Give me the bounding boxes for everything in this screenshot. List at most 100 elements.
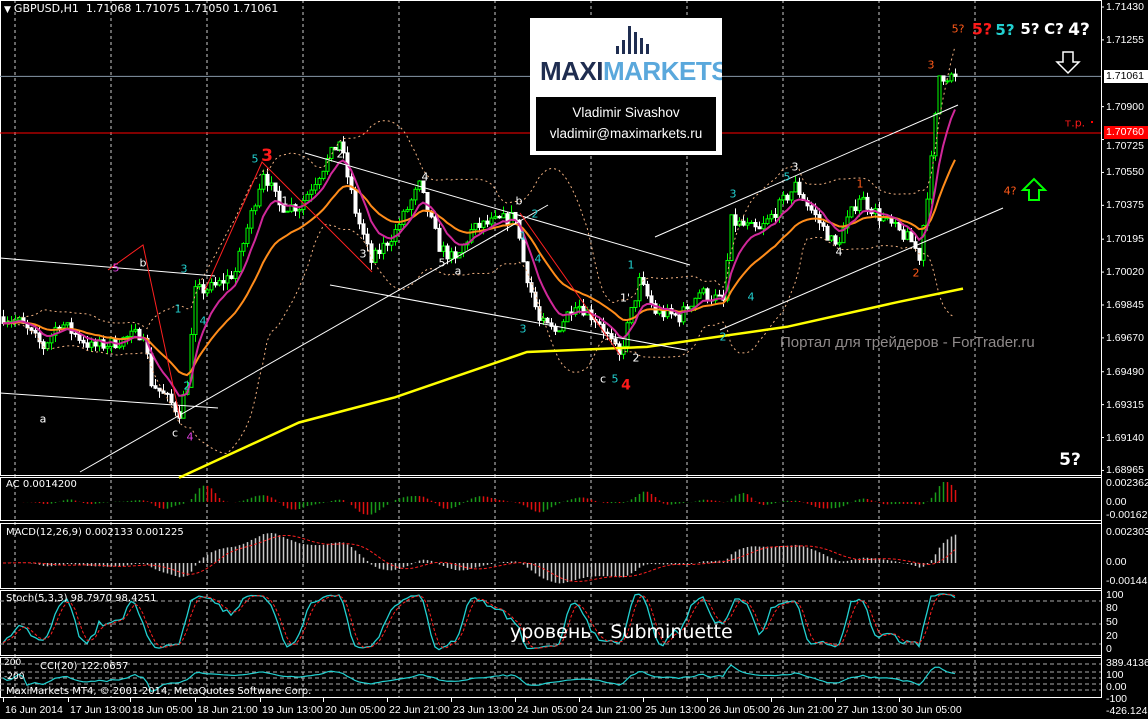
candle-bull	[945, 80, 950, 83]
wave-zigzag	[204, 161, 373, 291]
wave-label: 5?	[1020, 20, 1039, 38]
wave-label: c	[600, 372, 606, 385]
candle-bull	[729, 214, 734, 262]
wave-label: 3	[928, 58, 935, 71]
dropdown-triangle-icon[interactable]: ▼	[4, 5, 11, 15]
wave-label: 1	[282, 194, 289, 207]
time-tick: 16 Jun 2014	[5, 704, 63, 716]
time-tick: 30 Jun 05:00	[901, 704, 962, 716]
wave-label: 5?	[972, 19, 992, 38]
time-tick: 24 Jun 05:00	[517, 704, 578, 716]
candle-bear	[73, 332, 78, 335]
time-tick: 22 Jun 21:00	[389, 704, 450, 716]
wave-zigzag	[107, 244, 181, 419]
candle-bear	[677, 314, 682, 323]
wave-label: 4?	[1004, 184, 1017, 197]
candle-bull	[481, 220, 486, 228]
candle-bear	[433, 216, 438, 229]
price-tick: 1.71255	[1106, 33, 1144, 46]
candle-bull	[117, 345, 122, 349]
bollinger-lower	[2, 223, 956, 455]
low-price: 1.71050	[183, 2, 230, 15]
candle-bull	[237, 250, 242, 273]
candle-bear	[833, 235, 838, 245]
candle-bear	[705, 288, 710, 301]
target-price-label: 1.70760	[1104, 126, 1148, 139]
candle-bear	[445, 245, 450, 260]
candle-bear	[741, 220, 746, 226]
candle-bear	[685, 306, 690, 310]
stoch-axis-80: 80	[1106, 602, 1118, 614]
brand-name: MAXIMARKETS	[540, 56, 722, 87]
candle-bear	[605, 331, 610, 335]
candle-bear	[77, 333, 82, 341]
candle-bear	[953, 73, 958, 77]
stoch-axis-0: 0	[1106, 643, 1112, 655]
candle-bull	[89, 341, 94, 348]
candle-bull	[181, 393, 186, 419]
price-tick: 1.70195	[1106, 233, 1144, 246]
candle-bull	[129, 330, 134, 337]
candle-bear	[93, 341, 98, 347]
candle-bear	[773, 213, 778, 218]
ac-axis-max: 0.0023627	[1106, 477, 1148, 489]
arrow-up-icon	[1020, 177, 1048, 201]
wave-label: 4	[836, 245, 843, 258]
candle-bull	[629, 306, 634, 324]
ac-title: AC 0.0014200	[6, 479, 77, 490]
candle-bull	[793, 181, 798, 193]
wave-label: 5	[612, 372, 619, 385]
candle-bear	[385, 242, 390, 246]
candle-bull	[857, 198, 862, 212]
candle-bull	[65, 322, 70, 326]
trendline	[0, 257, 216, 277]
candle-bear	[673, 313, 678, 316]
stoch-axis-20: 20	[1106, 630, 1118, 642]
arrow-down-icon	[1055, 51, 1081, 75]
chart-header: ▼ GBPUSD,H1 1.71068 1.71075 1.71050 1.710…	[4, 2, 278, 15]
candle-bear	[37, 332, 42, 343]
wave-label: 4	[621, 378, 631, 394]
candle-bear	[785, 194, 790, 201]
candle-bull	[325, 157, 330, 172]
candle-bear	[57, 326, 62, 329]
wave-label: 5	[439, 256, 446, 269]
candle-bull	[233, 271, 238, 279]
macd-signal-line	[2, 534, 956, 582]
candle-bull	[217, 280, 222, 286]
candle-bear	[277, 190, 282, 206]
candle-bear	[521, 237, 526, 263]
wave-label: 4	[748, 290, 755, 303]
candle-bear	[221, 280, 226, 284]
candle-bull	[225, 275, 230, 284]
candle-bear	[149, 353, 154, 387]
candle-bull	[937, 75, 942, 115]
candle-bull	[61, 324, 66, 329]
open-price: 1.71068	[85, 2, 132, 15]
wave-zigzag	[519, 212, 621, 356]
wave-label: 1	[175, 302, 182, 315]
candle-bear	[161, 390, 166, 394]
candle-bear	[753, 222, 758, 228]
candle-bear	[349, 176, 354, 191]
candle-bear	[81, 339, 86, 344]
candle-bull	[125, 335, 130, 338]
wave-label: a	[455, 264, 462, 277]
cci-axis-max: 389.4136	[1106, 657, 1148, 669]
candle-bear	[425, 192, 430, 212]
candle-bull	[633, 300, 638, 308]
candle-bull	[261, 173, 266, 190]
wave-label: 5?	[1059, 450, 1081, 470]
candle-bull	[577, 305, 582, 309]
cci-axis-min: -426.1246	[1106, 705, 1148, 717]
time-tick: 26 Jun 05:00	[709, 704, 770, 716]
stoch-signal-line	[2, 593, 956, 649]
candle-bull	[105, 345, 110, 349]
wave-label: 2	[337, 147, 344, 160]
candle-bear	[853, 206, 858, 212]
candle-bear	[525, 261, 530, 284]
candle-bull	[417, 180, 422, 190]
candle-bull	[53, 326, 58, 336]
